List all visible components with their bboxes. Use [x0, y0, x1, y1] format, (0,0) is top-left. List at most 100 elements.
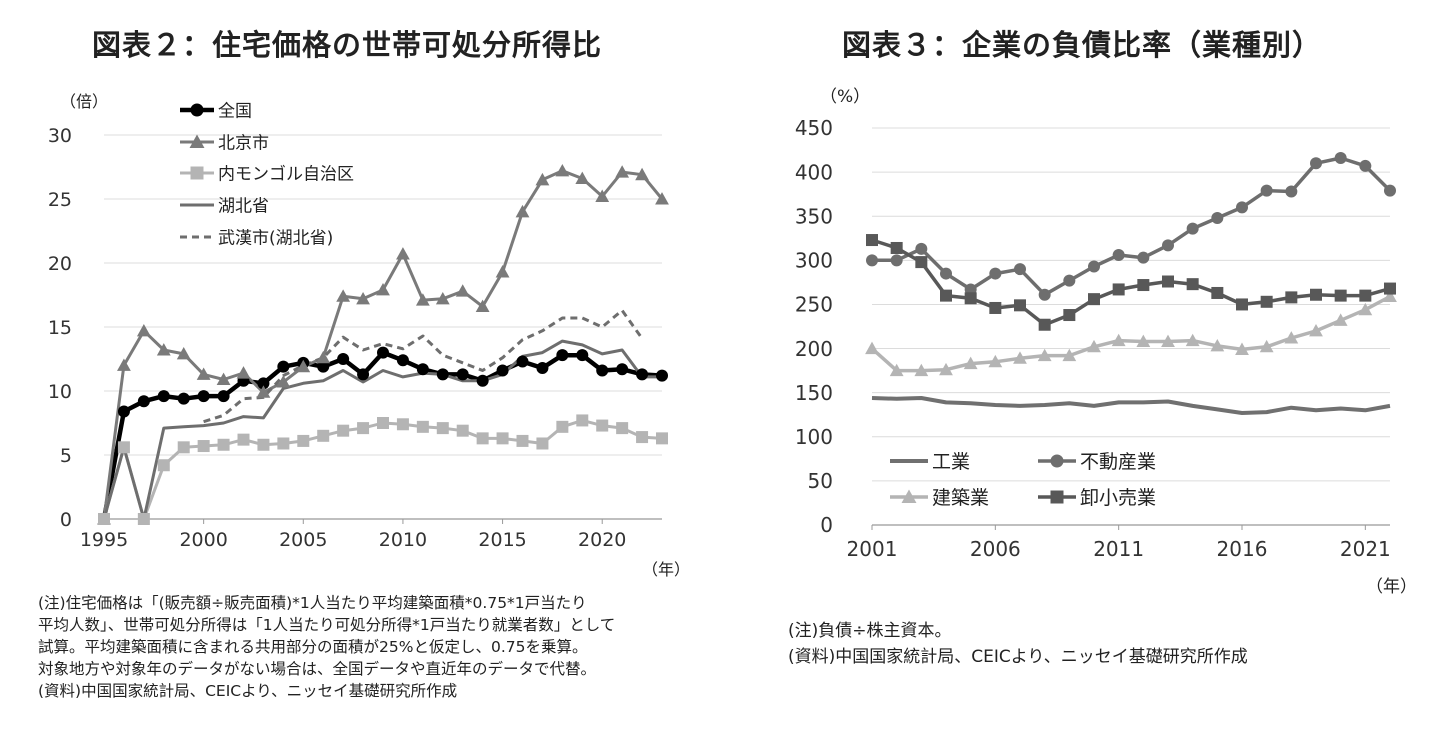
right-note-line: (注)負債÷株主資本。 [788, 621, 952, 641]
data-point-triangle [435, 291, 450, 305]
data-point-triangle [655, 192, 669, 205]
series-line [872, 156, 1392, 297]
data-point-triangle [276, 375, 291, 388]
data-point-circle [377, 346, 389, 359]
data-point-circle [436, 368, 449, 381]
x-tick-label: 2000 [179, 529, 227, 551]
data-point-triangle [256, 385, 271, 398]
data-point-triangle [376, 282, 390, 296]
data-point-square [190, 166, 204, 180]
x-tick-label: 2020 [578, 529, 626, 551]
y-tick-label: 350 [795, 204, 833, 228]
data-point-square [98, 513, 110, 525]
data-point-circle [416, 363, 429, 376]
data-point-square [1088, 293, 1100, 306]
data-point-circle [277, 360, 290, 373]
data-point-square [456, 424, 469, 437]
data-point-triangle [939, 362, 953, 376]
right-note-line: (資料)中国国家統計局、CEICより、ニッセイ基礎研究所作成 [788, 647, 1248, 667]
data-point-square [1014, 299, 1026, 312]
y-tick-label: 30 [48, 125, 72, 147]
data-point-triangle [176, 346, 191, 360]
left-note-line: 試算。平均建築面積に含まれる共用部分の面積が25%と仮定し、0.75を乗算。 [38, 638, 588, 656]
left-note-line: (注)住宅価格は「(販売額÷販売面積)*1人当たり平均建築面積*0.75*1戸当… [38, 594, 587, 612]
corporate-debt-ratio-chart: 2001 2006 2011 2016 2021 0 50 100 150 200 250 300 35… [795, 87, 1417, 597]
data-point-circle [117, 405, 130, 418]
data-point-circle [1334, 151, 1347, 164]
data-point-triangle [1383, 289, 1397, 303]
legend-label: 建築業 [932, 487, 989, 509]
data-point-square [616, 422, 629, 435]
data-point-square [177, 441, 190, 454]
x-tick-label: 2005 [279, 529, 327, 551]
data-point-triangle [889, 363, 904, 377]
y-tick-label: 5 [60, 445, 72, 467]
series-line [871, 396, 1391, 415]
data-point-triangle [236, 366, 251, 379]
data-point-triangle [1185, 333, 1200, 347]
data-point-square [496, 432, 509, 445]
y-axis-label: （%） [820, 87, 870, 107]
data-point-circle [337, 353, 350, 365]
series-line [870, 294, 1391, 373]
data-point-triangle [963, 356, 978, 370]
data-point-square [1038, 318, 1051, 331]
data-point-circle [197, 390, 210, 403]
data-point-triangle [865, 341, 879, 355]
x-axis-label: （年） [1366, 577, 1417, 597]
legend-label: 湖北省 [218, 196, 269, 216]
data-point-circle [1038, 288, 1051, 301]
data-point-square [1137, 279, 1150, 292]
data-point-square [1050, 490, 1064, 504]
data-point-triangle [296, 359, 311, 373]
data-point-circle [656, 369, 668, 382]
data-point-circle [137, 395, 150, 408]
data-point-square [596, 419, 609, 432]
data-point-triangle [189, 134, 205, 148]
data-point-square [1334, 289, 1347, 302]
left-note-line: (資料)中国国家統計局、CEICより、ニッセイ基礎研究所作成 [38, 682, 458, 700]
data-point-circle [1285, 185, 1298, 198]
data-point-square [1359, 289, 1372, 302]
legend-label: 武漢市(湖北省) [218, 228, 333, 248]
data-point-circle [1310, 157, 1322, 170]
x-tick-label: 1995 [80, 529, 128, 551]
data-point-triangle [196, 367, 211, 380]
data-point-triangle [1259, 339, 1274, 353]
y-tick-label: 0 [820, 513, 833, 537]
data-point-triangle [1013, 351, 1027, 364]
data-point-circle [1112, 249, 1125, 262]
data-point-triangle [1235, 342, 1249, 355]
data-point-square [297, 434, 310, 447]
data-point-circle [596, 364, 609, 377]
data-point-circle [1162, 239, 1174, 252]
y-tick-label: 0 [60, 509, 72, 531]
data-point-square [656, 432, 668, 445]
data-point-square [1063, 309, 1076, 322]
data-point-triangle [515, 204, 530, 218]
x-tick-label: 2011 [1093, 537, 1144, 561]
data-point-circle [636, 368, 649, 381]
data-point-triangle [475, 299, 490, 313]
data-point-triangle [1284, 331, 1299, 344]
left-chart-title: 図表２：住宅価格の世帯可処分所得比 [92, 28, 603, 62]
data-point-square [1285, 291, 1298, 304]
legend-label: 北京市 [218, 133, 269, 153]
data-point-triangle [356, 291, 370, 305]
data-point-triangle [1210, 339, 1225, 352]
data-point-triangle [914, 363, 929, 377]
data-point-triangle [901, 489, 917, 503]
series-line [203, 308, 644, 424]
data-point-triangle [615, 165, 630, 178]
series-line [102, 418, 663, 521]
data-point-circle [396, 354, 409, 367]
data-point-square [1211, 286, 1224, 299]
data-point-square [576, 414, 589, 427]
data-point-square [257, 438, 270, 451]
data-point-square [940, 289, 952, 302]
housing-price-income-ratio-chart: 1995 2000 2005 2010 2015 2020 0 5 10 15 20 25 30 （倍） （… [48, 92, 690, 579]
data-point-triangle [535, 172, 550, 186]
data-point-square [516, 434, 529, 447]
data-point-triangle [396, 247, 410, 260]
y-tick-label: 450 [795, 116, 833, 140]
